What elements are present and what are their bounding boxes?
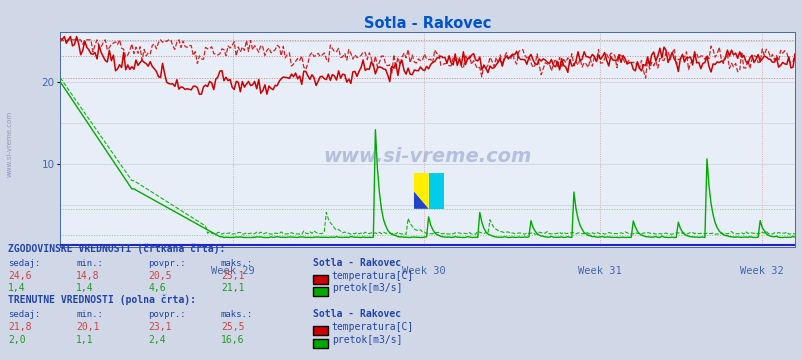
Text: 14,8: 14,8 (76, 271, 99, 281)
Text: temperatura[C]: temperatura[C] (331, 271, 413, 281)
Text: 23,1: 23,1 (148, 322, 172, 332)
Text: min.:: min.: (76, 259, 103, 268)
Text: 1,1: 1,1 (76, 335, 94, 345)
Text: 25,5: 25,5 (221, 322, 244, 332)
Text: 2,0: 2,0 (8, 335, 26, 345)
Text: www.si-vreme.com: www.si-vreme.com (323, 147, 531, 166)
Text: maks.:: maks.: (221, 310, 253, 319)
Text: TRENUTNE VREDNOSTI (polna črta):: TRENUTNE VREDNOSTI (polna črta): (8, 295, 196, 305)
Text: temperatura[C]: temperatura[C] (331, 322, 413, 332)
Text: 21,8: 21,8 (8, 322, 31, 332)
Text: min.:: min.: (76, 310, 103, 319)
Bar (428, 173, 444, 209)
Text: 25,1: 25,1 (221, 271, 244, 281)
Text: sedaj:: sedaj: (8, 259, 40, 268)
Title: Sotla - Rakovec: Sotla - Rakovec (363, 16, 491, 31)
Text: Week 30: Week 30 (402, 266, 445, 276)
Text: povpr.:: povpr.: (148, 259, 186, 268)
Text: 1,4: 1,4 (76, 283, 94, 293)
Text: 16,6: 16,6 (221, 335, 244, 345)
Text: www.si-vreme.com: www.si-vreme.com (6, 111, 13, 177)
Text: pretok[m3/s]: pretok[m3/s] (331, 283, 402, 293)
Text: pretok[m3/s]: pretok[m3/s] (331, 335, 402, 345)
Text: 20,5: 20,5 (148, 271, 172, 281)
Text: ZGODOVINSKE VREDNOSTI (črtkana črta):: ZGODOVINSKE VREDNOSTI (črtkana črta): (8, 243, 225, 254)
Text: 24,6: 24,6 (8, 271, 31, 281)
Text: 20,1: 20,1 (76, 322, 99, 332)
Text: 1,4: 1,4 (8, 283, 26, 293)
Text: sedaj:: sedaj: (8, 310, 40, 319)
Polygon shape (413, 173, 428, 209)
Text: Sotla - Rakovec: Sotla - Rakovec (313, 309, 401, 319)
Text: maks.:: maks.: (221, 259, 253, 268)
Text: 21,1: 21,1 (221, 283, 244, 293)
Text: Sotla - Rakovec: Sotla - Rakovec (313, 258, 401, 268)
Polygon shape (413, 191, 428, 209)
Text: 4,6: 4,6 (148, 283, 166, 293)
Text: povpr.:: povpr.: (148, 310, 186, 319)
Text: Week 29: Week 29 (211, 266, 254, 276)
Text: Week 32: Week 32 (739, 266, 783, 276)
Text: 2,4: 2,4 (148, 335, 166, 345)
Text: Week 31: Week 31 (577, 266, 622, 276)
